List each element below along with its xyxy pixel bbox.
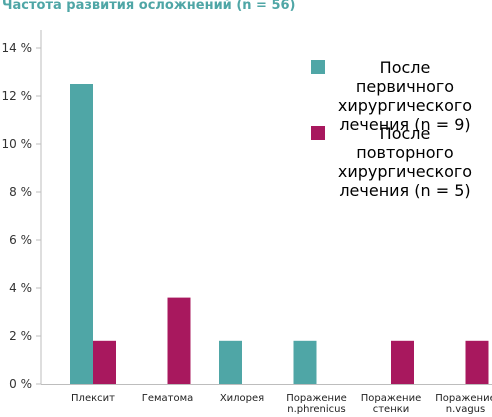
y-tick-label: 8 % bbox=[9, 185, 32, 199]
bar bbox=[167, 297, 191, 384]
y-tick-label: 4 % bbox=[9, 281, 32, 295]
x-tick-label: Хилорея bbox=[220, 393, 264, 404]
x-tick-label-line: стенки bbox=[373, 404, 410, 415]
x-tick-label-line: Плексит bbox=[71, 393, 115, 404]
x-tick-label-line: n.phrenicus bbox=[287, 404, 345, 415]
legend-label: После повторного хирургического лечения … bbox=[337, 124, 473, 200]
x-tick-label-line: Гематома bbox=[142, 393, 194, 404]
y-tick-label: 0 % bbox=[9, 377, 32, 391]
x-tick-label-line: Хилорея bbox=[220, 393, 264, 404]
bar bbox=[293, 340, 317, 384]
bar bbox=[219, 340, 242, 384]
x-tick-label-line: Поражение bbox=[286, 393, 346, 404]
y-tick-label: 6 % bbox=[9, 233, 32, 247]
bar bbox=[391, 340, 414, 384]
y-tick-label: 2 % bbox=[9, 329, 32, 343]
y-tick-label: 14 % bbox=[2, 41, 33, 55]
legend-swatch bbox=[311, 60, 325, 74]
legend-swatch bbox=[311, 126, 325, 140]
x-tick-label: Гематома bbox=[142, 393, 194, 404]
legend-label: После первичного хирургического лечения … bbox=[337, 58, 473, 134]
y-tick-label: 12 % bbox=[2, 89, 33, 103]
bar bbox=[70, 84, 93, 384]
x-tick-label: Поражение стенки bbox=[361, 393, 421, 415]
x-tick-label-line: Поражение bbox=[435, 393, 492, 404]
x-tick-label: Поражение n.phrenicus bbox=[286, 393, 346, 415]
x-tick-label-line: Поражение bbox=[361, 393, 421, 404]
bar bbox=[93, 340, 116, 384]
x-tick-label-line: n.vagus bbox=[446, 404, 485, 415]
y-tick-label: 10 % bbox=[2, 137, 33, 151]
bar bbox=[465, 340, 489, 384]
x-tick-label: Поражение n.vagus bbox=[435, 393, 492, 415]
x-tick-label: Плексит bbox=[71, 393, 115, 404]
chart-title: Частота развития осложнений (n = 56) bbox=[2, 0, 296, 13]
